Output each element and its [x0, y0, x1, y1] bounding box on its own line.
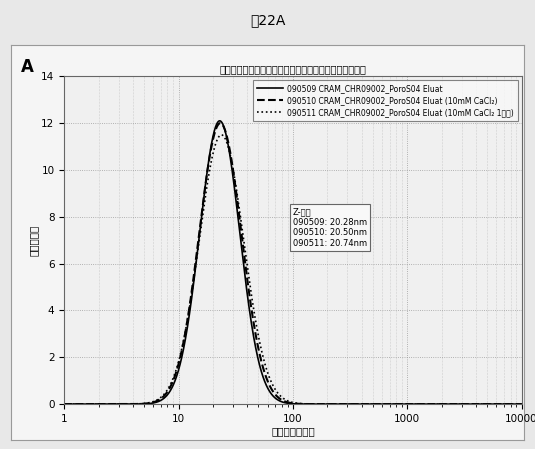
090509 CRAM_CHR09002_PoroS04 Eluat	[217, 118, 223, 123]
Line: 090509 CRAM_CHR09002_PoroS04 Eluat: 090509 CRAM_CHR09002_PoroS04 Eluat	[64, 121, 522, 404]
Line: 090510 CRAM_CHR09002_PoroS04 Eluat (10mM CaCl₂): 090510 CRAM_CHR09002_PoroS04 Eluat (10mM…	[64, 123, 522, 404]
090511 CRAM_CHR09002_PoroS04 Eluat (10mM CaCl₂ 1日目)	[518, 401, 525, 407]
Text: 図22A: 図22A	[250, 13, 285, 27]
090511 CRAM_CHR09002_PoroS04 Eluat (10mM CaCl₂ 1日目)	[218, 132, 225, 137]
090510 CRAM_CHR09002_PoroS04 Eluat (10mM CaCl₂)	[256, 351, 263, 357]
090509 CRAM_CHR09002_PoroS04 Eluat	[509, 401, 516, 407]
090509 CRAM_CHR09002_PoroS04 Eluat	[140, 401, 147, 407]
090510 CRAM_CHR09002_PoroS04 Eluat (10mM CaCl₂)	[236, 217, 243, 223]
090509 CRAM_CHR09002_PoroS04 Eluat	[256, 362, 263, 368]
090511 CRAM_CHR09002_PoroS04 Eluat (10mM CaCl₂ 1日目)	[113, 401, 120, 407]
090511 CRAM_CHR09002_PoroS04 Eluat (10mM CaCl₂ 1日目)	[61, 401, 67, 407]
090511 CRAM_CHR09002_PoroS04 Eluat (10mM CaCl₂ 1日目)	[460, 401, 467, 407]
X-axis label: サイズ（ｎｍ）: サイズ（ｎｍ）	[271, 427, 315, 436]
Title: 強度によるｒＡＤＡＭＴＳのＰＯＲＯＳ溢出液のサイズ: 強度によるｒＡＤＡＭＴＳのＰＯＲＯＳ溢出液のサイズ	[219, 64, 366, 74]
090511 CRAM_CHR09002_PoroS04 Eluat (10mM CaCl₂ 1日目)	[256, 339, 263, 344]
090511 CRAM_CHR09002_PoroS04 Eluat (10mM CaCl₂ 1日目)	[509, 401, 516, 407]
090509 CRAM_CHR09002_PoroS04 Eluat	[460, 401, 467, 407]
090510 CRAM_CHR09002_PoroS04 Eluat (10mM CaCl₂)	[140, 401, 147, 406]
090511 CRAM_CHR09002_PoroS04 Eluat (10mM CaCl₂ 1日目)	[236, 209, 243, 215]
Line: 090511 CRAM_CHR09002_PoroS04 Eluat (10mM CaCl₂ 1日目): 090511 CRAM_CHR09002_PoroS04 Eluat (10mM…	[64, 135, 522, 404]
090509 CRAM_CHR09002_PoroS04 Eluat	[113, 401, 120, 407]
090510 CRAM_CHR09002_PoroS04 Eluat (10mM CaCl₂)	[509, 401, 516, 407]
Text: A: A	[21, 58, 34, 76]
090509 CRAM_CHR09002_PoroS04 Eluat	[236, 230, 243, 235]
Text: Z-平均
090509: 20.28nm
090510: 20.50nm
090511: 20.74nm: Z-平均 090509: 20.28nm 090510: 20.50nm 090…	[293, 207, 367, 248]
090510 CRAM_CHR09002_PoroS04 Eluat (10mM CaCl₂)	[518, 401, 525, 407]
090510 CRAM_CHR09002_PoroS04 Eluat (10mM CaCl₂)	[61, 401, 67, 407]
Y-axis label: 強度（％）: 強度（％）	[28, 224, 39, 256]
090510 CRAM_CHR09002_PoroS04 Eluat (10mM CaCl₂)	[217, 120, 224, 126]
090510 CRAM_CHR09002_PoroS04 Eluat (10mM CaCl₂)	[460, 401, 467, 407]
090509 CRAM_CHR09002_PoroS04 Eluat	[61, 401, 67, 407]
Legend: 090509 CRAM_CHR09002_PoroS04 Eluat, 090510 CRAM_CHR09002_PoroS04 Eluat (10mM CaC: 090509 CRAM_CHR09002_PoroS04 Eluat, 0905…	[253, 80, 518, 121]
090510 CRAM_CHR09002_PoroS04 Eluat (10mM CaCl₂)	[113, 401, 120, 407]
090509 CRAM_CHR09002_PoroS04 Eluat	[518, 401, 525, 407]
090511 CRAM_CHR09002_PoroS04 Eluat (10mM CaCl₂ 1日目)	[140, 401, 147, 406]
